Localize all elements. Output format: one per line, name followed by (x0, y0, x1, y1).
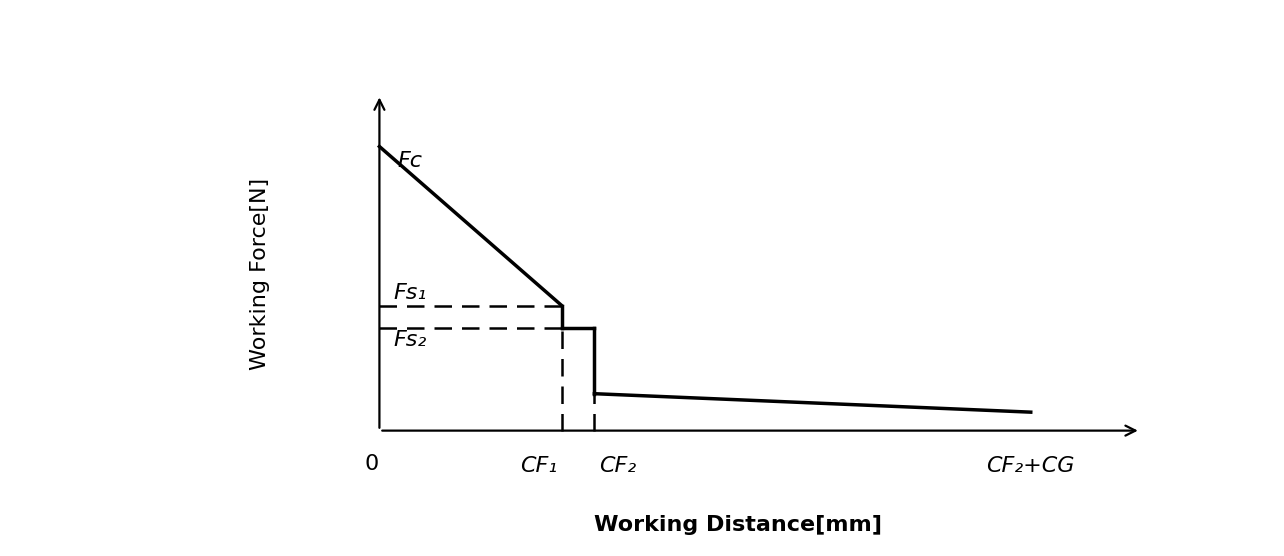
Text: Working Distance[mm]: Working Distance[mm] (593, 515, 882, 535)
Text: Fc: Fc (397, 151, 422, 171)
Text: Fs₂: Fs₂ (393, 330, 426, 350)
Text: CF₁: CF₁ (520, 456, 557, 476)
Text: 0: 0 (365, 454, 379, 474)
Text: Working Force[N]: Working Force[N] (250, 178, 270, 370)
Text: CF₂+CG: CF₂+CG (986, 456, 1075, 476)
Text: Fs₁: Fs₁ (393, 284, 426, 304)
Text: CF₂: CF₂ (600, 456, 637, 476)
